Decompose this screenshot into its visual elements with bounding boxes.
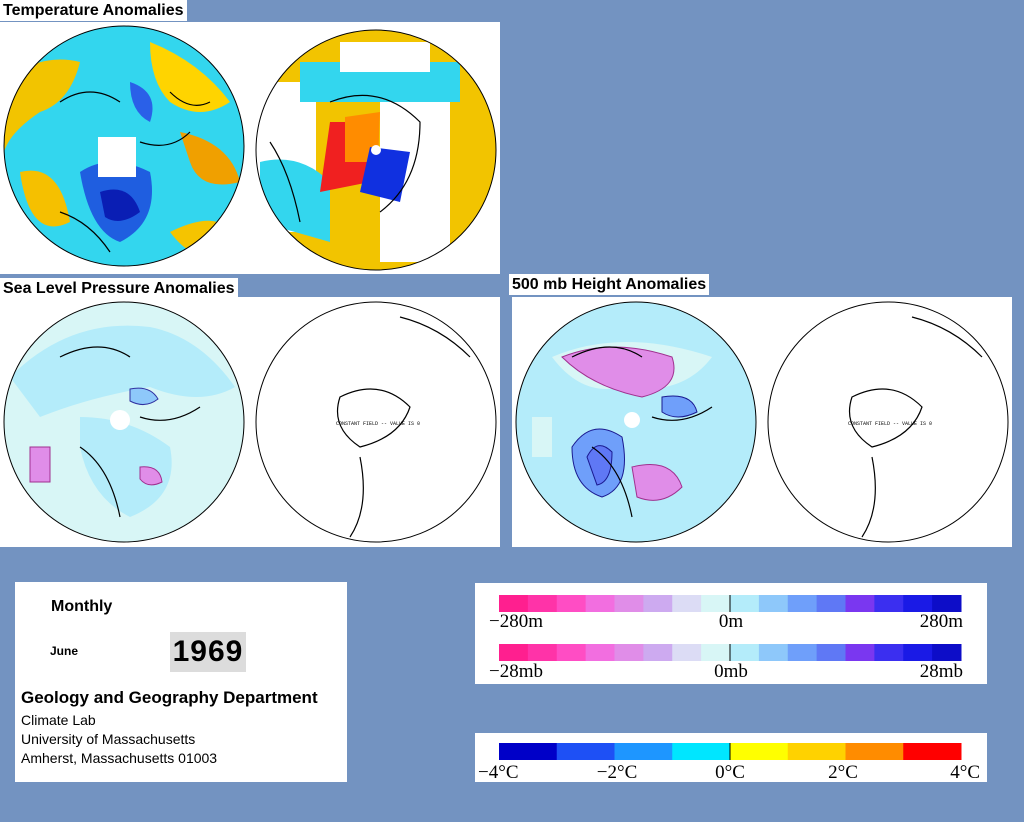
height-colorbar-swatch xyxy=(585,595,615,612)
height-colorbar-swatch xyxy=(932,595,962,612)
month-label: June xyxy=(50,644,79,658)
slp-constant-field-note: CONSTANT FIELD -- VALUE IS 0 xyxy=(336,421,420,427)
temperature-anomalies-title: Temperature Anomalies xyxy=(0,0,187,21)
pressure-colorbar-swatch xyxy=(730,644,760,661)
pressure-colorbar-swatch xyxy=(643,644,673,661)
pressure-colorbar-swatch xyxy=(614,644,644,661)
temperature-colorbar-swatch xyxy=(499,743,558,760)
pressure-colorbar-swatch xyxy=(845,644,875,661)
temperature-northern-hemisphere-map xyxy=(4,26,244,266)
temperature-colorbar xyxy=(499,743,962,760)
pressure-colorbar-swatch xyxy=(499,644,529,661)
height-500mb-title: 500 mb Height Anomalies xyxy=(509,274,710,295)
temperature-map-panel xyxy=(0,22,500,274)
height-colorbar-swatch xyxy=(672,595,702,612)
address-line: University of Massachusetts xyxy=(21,731,196,747)
pressure-colorbar-swatch xyxy=(758,644,789,661)
height-colorbar-swatch xyxy=(499,595,529,612)
temperature-colorbar-swatch xyxy=(672,743,731,760)
height-colorbar-swatch xyxy=(758,595,789,612)
height-colorbar-swatch xyxy=(701,595,731,612)
height-colorbar-swatch xyxy=(614,595,644,612)
pressure-colorbar xyxy=(499,644,962,661)
height-legend-label: 0m xyxy=(719,611,744,632)
pressure-colorbar-swatch xyxy=(903,644,933,661)
temperature-colorbar-swatch xyxy=(787,743,846,760)
height-colorbar-swatch xyxy=(816,595,846,612)
pressure-colorbar-swatch xyxy=(701,644,731,661)
pressure-colorbar-swatch xyxy=(585,644,615,661)
pressure-colorbar-swatch xyxy=(874,644,904,661)
pressure-colorbar-swatch xyxy=(816,644,846,661)
height-colorbar-swatch xyxy=(730,595,760,612)
temperature-colorbar-swatch xyxy=(903,743,962,760)
height-colorbar-swatch xyxy=(845,595,875,612)
temperature-colorbar-swatch xyxy=(845,743,904,760)
pressure-legend-label: −28mb xyxy=(489,661,543,682)
pressure-colorbar-swatch xyxy=(932,644,962,661)
height-colorbar-swatch xyxy=(556,595,587,612)
temperature-legend-label: 4°C xyxy=(950,762,980,782)
info-box: Monthly June 1969 Geology and Geography … xyxy=(15,582,347,782)
pressure-colorbar-swatch xyxy=(787,644,818,661)
temperature-colorbar-swatch xyxy=(614,743,673,760)
height-colorbar xyxy=(499,595,962,612)
height-constant-field-note: CONSTANT FIELD -- VALUE IS 0 xyxy=(848,421,932,427)
address-line: Amherst, Massachusetts 01003 xyxy=(21,750,218,766)
temperature-legend: −4°C −2°C 0°C 2°C 4°C xyxy=(475,733,987,783)
height-map-panel: CONSTANT FIELD -- VALUE IS 0 xyxy=(512,297,1012,547)
pressure-legend-label: 0mb xyxy=(714,661,748,682)
height-southern-hemisphere-map: CONSTANT FIELD -- VALUE IS 0 xyxy=(767,301,1009,543)
pressure-colorbar-swatch xyxy=(527,644,558,661)
height-legend-label: −280m xyxy=(489,611,543,632)
slp-map-panel: CONSTANT FIELD -- VALUE IS 0 xyxy=(0,297,500,547)
pressure-colorbar-swatch xyxy=(672,644,702,661)
sea-level-pressure-title: Sea Level Pressure Anomalies xyxy=(0,278,238,299)
period-heading: Monthly xyxy=(51,598,113,615)
height-colorbar-swatch xyxy=(527,595,558,612)
height-colorbar-swatch xyxy=(903,595,933,612)
temperature-southern-hemisphere-map xyxy=(256,30,496,270)
height-legend-label: 280m xyxy=(920,611,964,632)
pressure-legend-label: 28mb xyxy=(920,661,963,682)
temperature-colorbar-swatch xyxy=(730,743,789,760)
height-colorbar-swatch xyxy=(787,595,818,612)
height-northern-hemisphere-map xyxy=(516,302,756,542)
slp-southern-hemisphere-map: CONSTANT FIELD -- VALUE IS 0 xyxy=(255,301,497,543)
anomaly-legend: −280m 0m 280m −28mb 0mb 28mb xyxy=(475,583,987,684)
department-name: Geology and Geography Department xyxy=(21,688,318,707)
temperature-legend-label: 2°C xyxy=(828,762,858,782)
address-line: Climate Lab xyxy=(21,712,96,728)
temperature-legend-label: −4°C xyxy=(478,762,519,782)
temperature-legend-label: 0°C xyxy=(715,762,745,782)
temperature-colorbar-swatch xyxy=(556,743,615,760)
temperature-legend-label: −2°C xyxy=(597,762,638,782)
pressure-colorbar-swatch xyxy=(556,644,587,661)
year-display: 1969 xyxy=(170,632,246,672)
height-colorbar-swatch xyxy=(874,595,904,612)
height-colorbar-swatch xyxy=(643,595,673,612)
slp-northern-hemisphere-map xyxy=(4,302,244,542)
